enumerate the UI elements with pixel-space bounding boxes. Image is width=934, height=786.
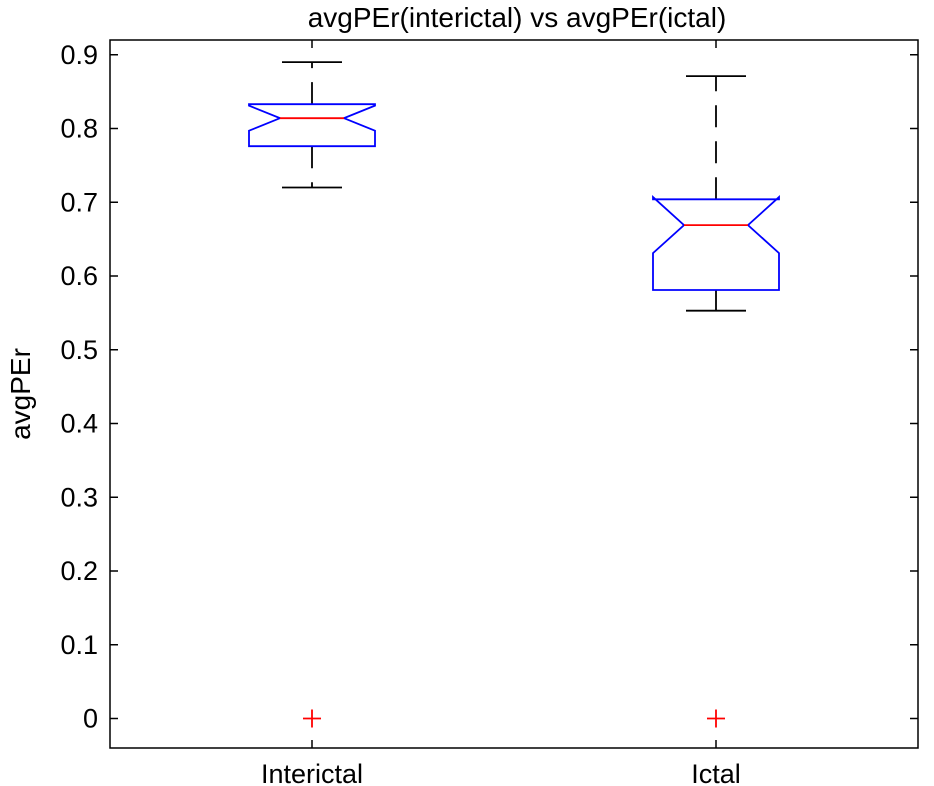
y-tick-label: 0.3 [60,482,98,512]
y-axis: 0 0.1 0.2 0.3 0.4 0.5 0.6 0.7 0.8 0.9 [60,40,918,734]
box-body [248,103,376,148]
x-tick-label: Ictal [691,759,741,786]
box-body [652,195,780,291]
y-tick-label: 0.4 [60,409,98,439]
y-tick-label: 0.8 [60,114,98,144]
y-tick-label: 0 [83,704,98,734]
outlier-marker [303,709,321,728]
y-tick-label: 0.6 [60,261,98,291]
x-tick-label: Interictal [261,759,363,786]
box-series [248,61,780,728]
x-axis: Interictal Ictal [261,40,741,786]
y-tick-label: 0.9 [60,40,98,70]
chart-title: avgPEr(interictal) vs avgPEr(ictal) [308,2,727,33]
y-tick-label: 0.7 [60,187,98,217]
y-tick-label: 0.2 [60,556,98,586]
plot-area [109,39,919,749]
outlier-marker [707,709,725,728]
y-tick-label: 0.5 [60,335,98,365]
y-axis-label: avgPEr [5,348,36,440]
y-tick-label: 0.1 [60,630,98,660]
